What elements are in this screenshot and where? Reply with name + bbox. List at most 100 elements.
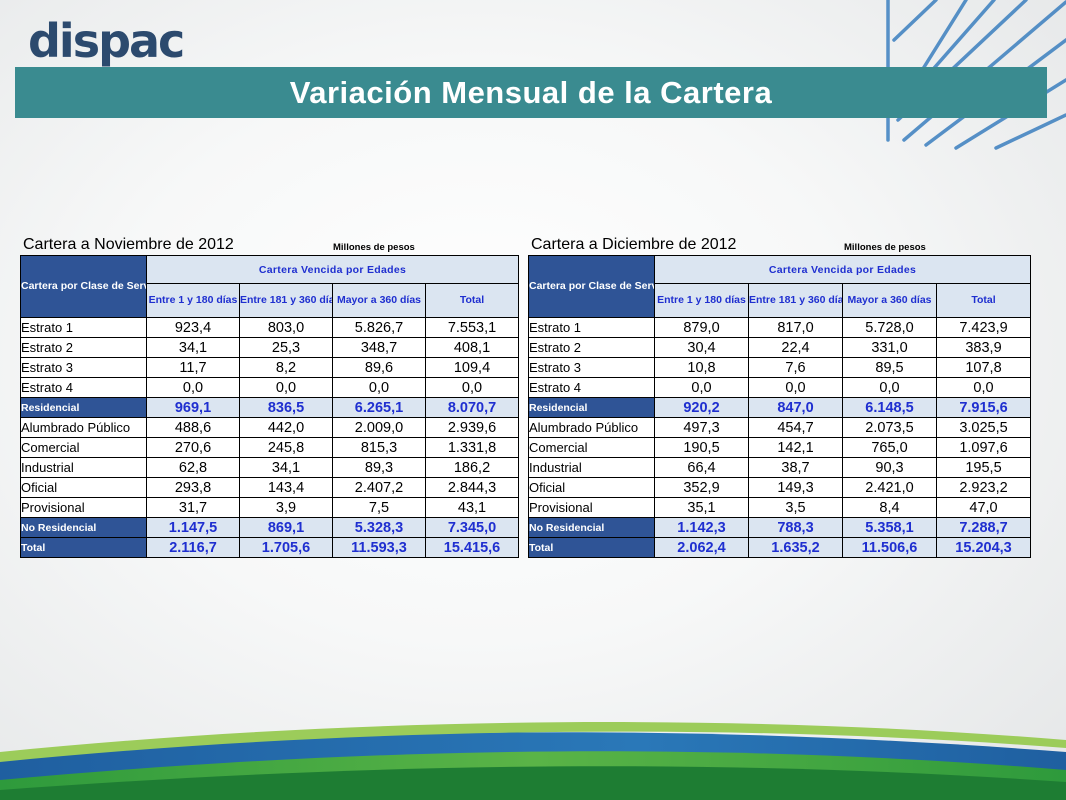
table-cell: 352,9 — [654, 477, 749, 498]
table-panel-diciembre: Cartera a Diciembre de 2012 Millones de … — [528, 236, 1032, 558]
table-cell: 109,4 — [424, 357, 520, 378]
row-label: Estrato 2 — [20, 337, 147, 358]
table-cell: 454,7 — [748, 417, 843, 438]
row-label: Estrato 1 — [20, 317, 147, 338]
table-cell: 149,3 — [748, 477, 843, 498]
summary-row: Total 2.116,7 1.705,6 11.593,3 15.415,6 — [20, 537, 520, 558]
table-cell: 2.073,5 — [842, 417, 937, 438]
table-cell: 5.728,0 — [842, 317, 937, 338]
table-cell: 7,5 — [332, 497, 426, 518]
table-cell: 3.025,5 — [935, 417, 1032, 438]
table-title: Cartera a Noviembre de 2012 — [23, 236, 234, 253]
row-label: Estrato 3 — [20, 357, 147, 378]
table-cell: 2.923,2 — [935, 477, 1032, 498]
column-header: Total — [935, 283, 1032, 318]
table-cell: 34,1 — [146, 337, 240, 358]
row-label: Comercial — [528, 437, 655, 458]
slide-title: Variación Mensual de la Cartera — [289, 74, 773, 110]
table-cell: 2.407,2 — [332, 477, 426, 498]
table-cell: 2.062,4 — [654, 537, 749, 558]
table-cell: 8,4 — [842, 497, 937, 518]
table-cell: 245,8 — [239, 437, 333, 458]
table-cell: 1.147,5 — [146, 517, 240, 538]
table-cell: 5.826,7 — [332, 317, 426, 338]
table-cell: 0,0 — [424, 377, 520, 398]
table-cell: 62,8 — [146, 457, 240, 478]
table-row: Provisional 31,7 3,9 7,5 43,1 — [20, 497, 520, 518]
table-cell: 11.506,6 — [842, 537, 937, 558]
table-cell: 788,3 — [748, 517, 843, 538]
table-cell: 803,0 — [239, 317, 333, 338]
table-cell: 90,3 — [842, 457, 937, 478]
table-cell: 7.288,7 — [935, 517, 1032, 538]
table-row: Alumbrado Público 488,6 442,0 2.009,0 2.939,… — [20, 417, 520, 438]
table-cell: 2.116,7 — [146, 537, 240, 558]
column-header: Entre 1 y 180 días — [654, 283, 749, 318]
table-cell: 0,0 — [935, 377, 1032, 398]
table-row: Estrato 2 34,1 25,3 348,7 408,1 — [20, 337, 520, 358]
table-cell: 15.204,3 — [935, 537, 1032, 558]
row-label: Estrato 2 — [528, 337, 655, 358]
table-cell: 11,7 — [146, 357, 240, 378]
row-label: Oficial — [528, 477, 655, 498]
row-label: No Residencial — [20, 517, 147, 538]
table-unit: Millones de pesos — [844, 242, 926, 253]
table-cell: 30,4 — [654, 337, 749, 358]
table-row: Estrato 3 10,8 7,6 89,5 107,8 — [528, 357, 1032, 378]
table-cell: 7.423,9 — [935, 317, 1032, 338]
table-cell: 143,4 — [239, 477, 333, 498]
table-cell: 7.553,1 — [424, 317, 520, 338]
table-cell: 869,1 — [239, 517, 333, 538]
table-row: Oficial 352,9 149,3 2.421,0 2.923,2 — [528, 477, 1032, 498]
table-cell: 1.142,3 — [654, 517, 749, 538]
table-cell: 383,9 — [935, 337, 1032, 358]
table-row: Estrato 1 879,0 817,0 5.728,0 7.423,9 — [528, 317, 1032, 338]
table-row: Estrato 3 11,7 8,2 89,6 109,4 — [20, 357, 520, 378]
title-bar: Variación Mensual de la Cartera — [15, 67, 1047, 118]
table-cell: 11.593,3 — [332, 537, 426, 558]
table-cell: 442,0 — [239, 417, 333, 438]
table-cell: 0,0 — [748, 377, 843, 398]
table-cell: 969,1 — [146, 397, 240, 418]
table-cell: 488,6 — [146, 417, 240, 438]
cartera-table-noviembre: Cartera por Clase de Servicios Cartera V… — [20, 255, 520, 558]
table-cell: 35,1 — [654, 497, 749, 518]
table-cell: 1.097,6 — [935, 437, 1032, 458]
table-row: Comercial 190,5 142,1 765,0 1.097,6 — [528, 437, 1032, 458]
table-cell: 31,7 — [146, 497, 240, 518]
table-cell: 0,0 — [239, 377, 333, 398]
table-cell: 89,5 — [842, 357, 937, 378]
table-cell: 847,0 — [748, 397, 843, 418]
table-cell: 3,5 — [748, 497, 843, 518]
table-cell: 10,8 — [654, 357, 749, 378]
table-cell: 0,0 — [842, 377, 937, 398]
table-cell: 107,8 — [935, 357, 1032, 378]
column-header: Total — [424, 283, 520, 318]
table-row: Comercial 270,6 245,8 815,3 1.331,8 — [20, 437, 520, 458]
logo-text: dispac — [28, 14, 185, 68]
table-cell: 5.358,1 — [842, 517, 937, 538]
summary-row: Total 2.062,4 1.635,2 11.506,6 15.204,3 — [528, 537, 1032, 558]
table-panel-noviembre: Cartera a Noviembre de 2012 Millones de … — [20, 236, 520, 558]
table-cell: 836,5 — [239, 397, 333, 418]
column-header: Mayor a 360 días — [842, 283, 937, 318]
row-label: Estrato 1 — [528, 317, 655, 338]
row-label: Estrato 4 — [528, 377, 655, 398]
corner-header: Cartera por Clase de Servicios — [528, 255, 655, 318]
row-label: Residencial — [20, 397, 147, 418]
table-cell: 7.345,0 — [424, 517, 520, 538]
group-header: Cartera Vencida por Edades — [145, 255, 520, 284]
row-label: Alumbrado Público — [528, 417, 655, 438]
table-cell: 923,4 — [146, 317, 240, 338]
column-header: Entre 181 y 360 días — [239, 283, 333, 318]
table-cell: 142,1 — [748, 437, 843, 458]
table-cell: 15.415,6 — [424, 537, 520, 558]
table-unit: Millones de pesos — [333, 242, 415, 253]
row-label: Industrial — [528, 457, 655, 478]
table-cell: 765,0 — [842, 437, 937, 458]
table-cell: 2.009,0 — [332, 417, 426, 438]
row-label: Estrato 3 — [528, 357, 655, 378]
table-cell: 920,2 — [654, 397, 749, 418]
row-label: Residencial — [528, 397, 655, 418]
row-label: Estrato 4 — [20, 377, 147, 398]
